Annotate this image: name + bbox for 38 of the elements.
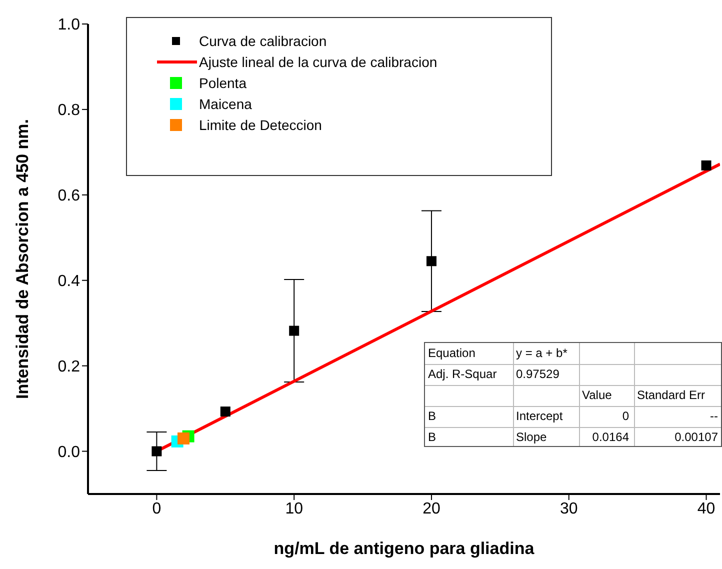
y-tick-label: 0.6 [58, 188, 80, 205]
x-tick-label: 10 [285, 500, 304, 518]
annotation: B [428, 409, 438, 423]
annotation: Standard Err [637, 388, 706, 402]
annotation: 0 [621, 409, 629, 423]
point [426, 256, 436, 266]
legend-label: Maicena [199, 96, 252, 112]
x-axis-title: ng/mL de antigeno para gliadina [274, 539, 535, 558]
y-tick-label: 0.8 [58, 102, 80, 120]
y-tick-label: 1.0 [58, 16, 80, 34]
y-tick-label: 0.0 [58, 444, 80, 461]
annotation: B [428, 430, 438, 444]
legend-label: Ajuste lineal de la curva de calibracion [199, 54, 438, 70]
x-tick-label: 40 [697, 500, 716, 518]
point [152, 446, 162, 456]
legend-label: Limite de Deteccion [199, 116, 322, 132]
legend-label: Curva de calibracion [199, 32, 327, 48]
annotation: Value [582, 388, 613, 402]
y-axis-title: Intensidad de Absorcion a 450 nm. [13, 119, 32, 399]
annotation: Intercept [516, 409, 564, 423]
annotation: 0.00107 [674, 430, 718, 444]
y-tick-label: 0.4 [58, 273, 80, 290]
annotation: 0.97529 [516, 367, 560, 381]
point [701, 160, 712, 170]
annotation: -- [709, 409, 718, 423]
annotation: Slope [516, 430, 548, 444]
annotation: 0.0164 [591, 430, 629, 444]
point [220, 406, 230, 417]
x-tick-label: 30 [560, 500, 578, 518]
x-tick-label: 20 [422, 500, 440, 518]
point [177, 432, 190, 444]
x-tick-label: 0 [152, 500, 162, 518]
annotation: y = a + b* [516, 346, 568, 360]
annotation: Equation [428, 346, 476, 360]
point [289, 326, 300, 336]
y-tick-label: 0.2 [58, 358, 80, 376]
annotation: Adj. R-Squar [428, 367, 498, 381]
legend-label: Polenta [199, 74, 246, 90]
